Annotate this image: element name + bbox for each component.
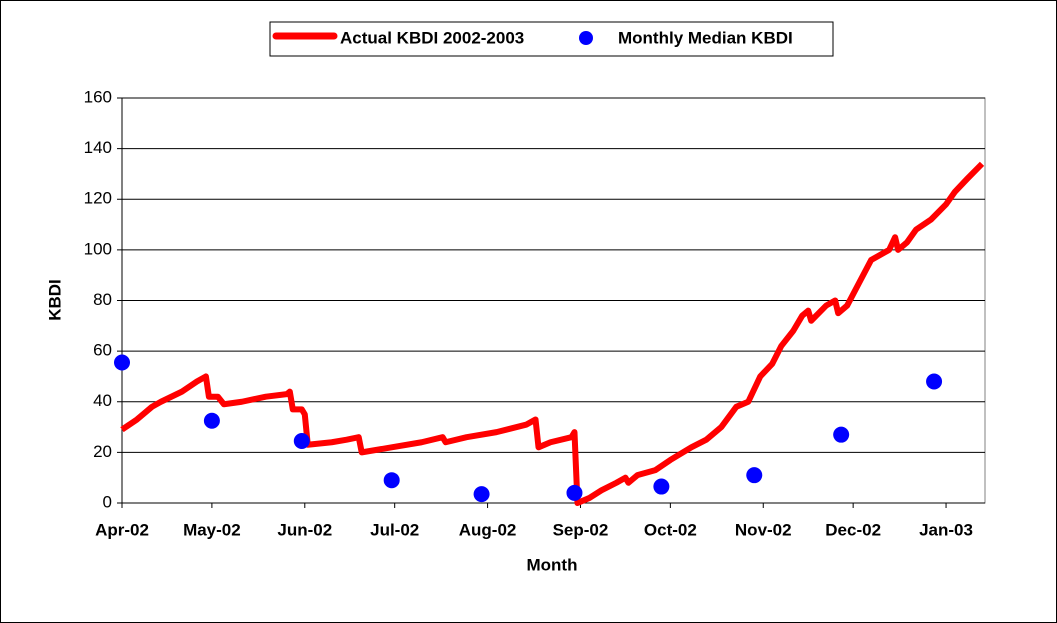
data-point — [383, 472, 400, 489]
data-point — [114, 354, 130, 371]
y-tick-label: 120 — [84, 189, 112, 208]
y-axis-label: KBDI — [45, 279, 64, 321]
y-tick-label: 100 — [84, 239, 112, 258]
data-point — [653, 478, 670, 495]
y-tick-label: 140 — [84, 138, 112, 157]
y-tick-label: 80 — [93, 290, 112, 309]
x-tick-label: May-02 — [183, 520, 241, 539]
y-tick-label: 160 — [84, 87, 112, 106]
legend-label: Monthly Median KBDI — [618, 28, 793, 47]
y-tick-label: 40 — [93, 391, 112, 410]
legend-box — [269, 21, 834, 57]
x-axis-label: Month — [527, 555, 578, 574]
x-tick-label: Aug-02 — [459, 520, 517, 539]
data-point — [293, 432, 310, 449]
x-tick-label: Nov-02 — [735, 520, 792, 539]
data-point — [833, 426, 850, 443]
data-line — [120, 161, 985, 506]
y-tick-label: 60 — [93, 341, 112, 360]
data-point — [566, 484, 583, 501]
data-point — [203, 412, 220, 429]
x-tick-label: Jul-02 — [370, 520, 419, 539]
data-point — [746, 467, 763, 484]
legend-label: Actual KBDI 2002-2003 — [340, 28, 524, 47]
x-tick-label: Jan-03 — [919, 520, 973, 539]
data-point — [926, 373, 943, 390]
legend-swatch — [579, 31, 593, 45]
x-tick-label: Jun-02 — [277, 520, 332, 539]
y-tick-label: 20 — [93, 442, 112, 461]
legend: Actual KBDI 2002-2003 Monthly Median KBDI — [272, 28, 793, 47]
x-tick-label: Sep-02 — [553, 520, 609, 539]
x-tick-label: Oct-02 — [644, 520, 697, 539]
y-tick-label: 0 — [103, 492, 112, 511]
data-point — [473, 486, 490, 503]
x-tick-label: Apr-02 — [95, 520, 149, 539]
x-tick-label: Dec-02 — [825, 520, 881, 539]
